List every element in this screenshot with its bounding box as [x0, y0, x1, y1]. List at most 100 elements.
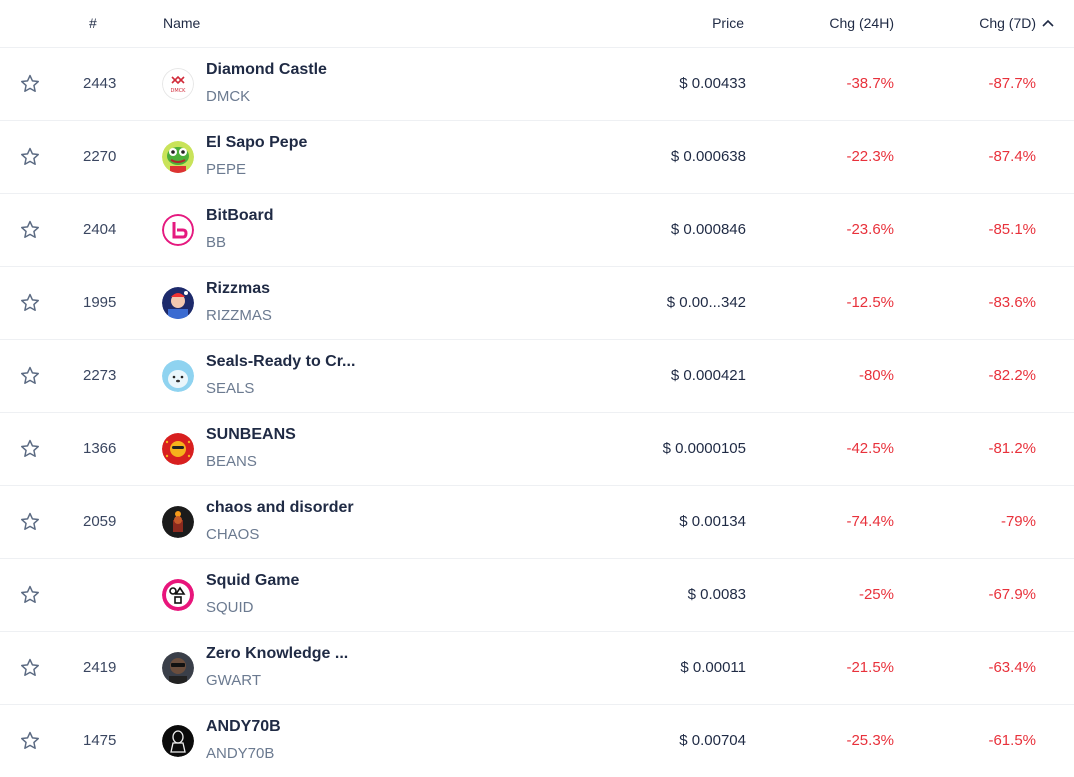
price-cell: $ 0.0000105 [662, 440, 746, 457]
rank-cell: 2419 [83, 659, 117, 676]
rank-column-header: # [89, 15, 97, 31]
coin-symbol: GWART [206, 672, 261, 689]
chg-7d-cell: -61.5% [988, 732, 1036, 749]
chg-7d-cell: -87.7% [988, 75, 1036, 92]
chg-24h-cell: -23.6% [846, 221, 894, 238]
star-icon[interactable] [19, 438, 41, 460]
star-icon[interactable] [19, 365, 41, 387]
table-row[interactable]: 2404 BitBoard BB $ 0.000846 -23.6% -85.1% [0, 194, 1074, 267]
coin-symbol: DMCK [206, 88, 251, 105]
chg-24h-cell: -22.3% [846, 148, 894, 165]
coin-name[interactable]: BitBoard [206, 207, 274, 224]
chg-7d-cell: -82.2% [988, 367, 1036, 384]
table-row[interactable]: 2059 chaos and disorder CHAOS $ 0.00134 -74.… [0, 486, 1074, 559]
chg-7d-cell: -87.4% [988, 148, 1036, 165]
bb-logo-icon [162, 214, 194, 246]
rank-cell: 1995 [83, 294, 117, 311]
rank-cell: 2059 [83, 513, 117, 530]
table-body: 2443 DMCK Diamond Castle DMCK $ 0.00433 -38.7… [0, 48, 1074, 777]
star-icon[interactable] [19, 146, 41, 168]
table-row[interactable]: 1366 SUNBEANS BEANS $ 0.0000105 -42.5% -81.2% [0, 413, 1074, 486]
coin-name[interactable]: chaos and disorder [206, 499, 354, 516]
rizzmas-logo-icon [162, 287, 194, 319]
coin-symbol: SEALS [206, 380, 255, 397]
star-icon[interactable] [19, 511, 41, 533]
price-cell: $ 0.00...342 [666, 294, 746, 311]
table-header: # Name Price Chg (24H) Chg (7D) [0, 0, 1074, 48]
table-row[interactable]: 2443 DMCK Diamond Castle DMCK $ 0.00433 -38.7… [0, 48, 1074, 121]
coin-symbol: PEPE [206, 161, 247, 178]
table-row[interactable]: Squid Game SQUID $ 0.0083 -25% -67.9% [0, 559, 1074, 632]
coin-symbol: SQUID [206, 599, 254, 616]
coin-symbol: RIZZMAS [206, 307, 272, 324]
chg-7d-cell: -63.4% [988, 659, 1036, 676]
price-cell: $ 0.00011 [680, 659, 746, 676]
chg-24h-cell: -80% [858, 367, 894, 384]
rank-cell: 2273 [83, 367, 117, 384]
star-icon[interactable] [19, 73, 41, 95]
price-column-header[interactable]: Price [712, 15, 744, 31]
price-cell: $ 0.000421 [670, 367, 746, 384]
chg-24h-cell: -25.3% [846, 732, 894, 749]
coin-name[interactable]: SUNBEANS [206, 426, 296, 443]
star-icon[interactable] [19, 730, 41, 752]
chg-7d-cell: -79% [1000, 513, 1036, 530]
chg-7d-header-label: Chg (7D) [979, 15, 1036, 31]
rank-cell: 1366 [83, 440, 117, 457]
coin-symbol: BEANS [206, 453, 257, 470]
star-icon[interactable] [19, 584, 41, 606]
pepe-logo-icon [162, 141, 194, 173]
sort-ascending-icon [1042, 19, 1054, 27]
price-cell: $ 0.000638 [670, 148, 746, 165]
gwart-logo-icon [162, 652, 194, 684]
rank-cell: 2404 [83, 221, 117, 238]
price-cell: $ 0.00134 [679, 513, 746, 530]
price-cell: $ 0.00433 [679, 75, 746, 92]
chg-24h-column-header[interactable]: Chg (24H) [829, 15, 894, 31]
beans-logo-icon [162, 433, 194, 465]
star-icon[interactable] [19, 657, 41, 679]
coin-name[interactable]: Rizzmas [206, 280, 271, 297]
rank-cell: 2270 [83, 148, 117, 165]
squid-logo-icon [162, 579, 194, 611]
dmck-logo-icon: DMCK [162, 68, 194, 100]
star-icon[interactable] [19, 292, 41, 314]
table-row[interactable]: 1475 ANDY70B ANDY70B $ 0.00704 -25.3% -61.5% [0, 705, 1074, 777]
chg-24h-cell: -12.5% [846, 294, 894, 311]
table-row[interactable]: 2419 Zero Knowledge ... GWART $ 0.00011 -21.… [0, 632, 1074, 705]
chg-24h-cell: -42.5% [846, 440, 894, 457]
chg-24h-cell: -25% [858, 586, 894, 603]
chg-7d-column-header[interactable]: Chg (7D) [979, 15, 1054, 31]
coin-symbol: CHAOS [206, 526, 260, 543]
chg-7d-cell: -83.6% [988, 294, 1036, 311]
coin-name[interactable]: Diamond Castle [206, 61, 327, 78]
star-icon[interactable] [19, 219, 41, 241]
coin-name[interactable]: Zero Knowledge ... [206, 645, 349, 662]
coin-name[interactable]: ANDY70B [206, 718, 281, 735]
coin-name[interactable]: Seals-Ready to Cr... [206, 353, 356, 370]
price-cell: $ 0.000846 [670, 221, 746, 238]
coin-name[interactable]: Squid Game [206, 572, 300, 589]
coin-name[interactable]: El Sapo Pepe [206, 134, 308, 151]
coin-symbol: ANDY70B [206, 745, 275, 762]
price-cell: $ 0.00704 [679, 732, 746, 749]
chg-7d-cell: -85.1% [988, 221, 1036, 238]
table-row[interactable]: 2270 El Sapo Pepe PEPE $ 0.000638 -22.3% -87.… [0, 121, 1074, 194]
chg-24h-cell: -21.5% [846, 659, 894, 676]
chg-24h-cell: -74.4% [846, 513, 894, 530]
chaos-logo-icon [162, 506, 194, 538]
rank-cell: 2443 [83, 75, 117, 92]
table-row[interactable]: 2273 Seals-Ready to Cr... SEALS $ 0.000421 -… [0, 340, 1074, 413]
table-row[interactable]: 1995 Rizzmas RIZZMAS $ 0.00...342 -12.5% -83.… [0, 267, 1074, 340]
chg-24h-cell: -38.7% [846, 75, 894, 92]
name-column-header[interactable]: Name [163, 15, 201, 31]
chg-7d-cell: -67.9% [988, 586, 1036, 603]
chg-7d-cell: -81.2% [988, 440, 1036, 457]
price-cell: $ 0.0083 [687, 586, 746, 603]
rank-cell: 1475 [83, 732, 117, 749]
coin-symbol: BB [206, 234, 227, 251]
seals-logo-icon [162, 360, 194, 392]
svg-text:DMCK: DMCK [171, 88, 187, 94]
andy-logo-icon [162, 725, 194, 757]
